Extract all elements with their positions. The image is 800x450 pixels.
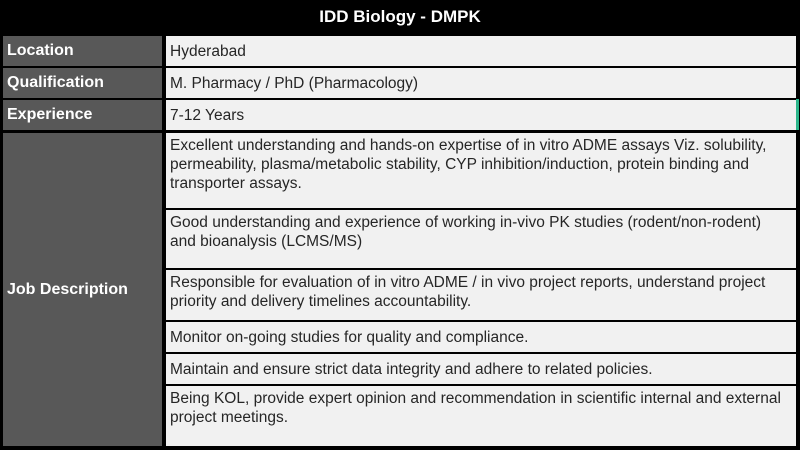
qualification-label: Qualification (3, 68, 162, 98)
job-description-item: Excellent understanding and hands-on exp… (166, 133, 796, 208)
location-value: Hyderabad (166, 36, 796, 66)
job-description-item: Responsible for evaluation of in vitro A… (166, 270, 796, 320)
experience-label: Experience (3, 100, 162, 130)
location-label: Location (3, 36, 162, 66)
job-description-item: Good understanding and experience of wor… (166, 210, 796, 268)
page-title: IDD Biology - DMPK (0, 0, 800, 34)
job-description-label: Job Description (3, 133, 162, 446)
job-description-item: Maintain and ensure strict data integrit… (166, 354, 796, 384)
job-description-item: Monitor on-going studies for quality and… (166, 322, 796, 352)
qualification-value: M. Pharmacy / PhD (Pharmacology) (166, 68, 796, 98)
job-description-item: Being KOL, provide expert opinion and re… (166, 386, 796, 446)
experience-value: 7-12 Years (166, 100, 796, 130)
cell-selection-marker (796, 99, 799, 130)
